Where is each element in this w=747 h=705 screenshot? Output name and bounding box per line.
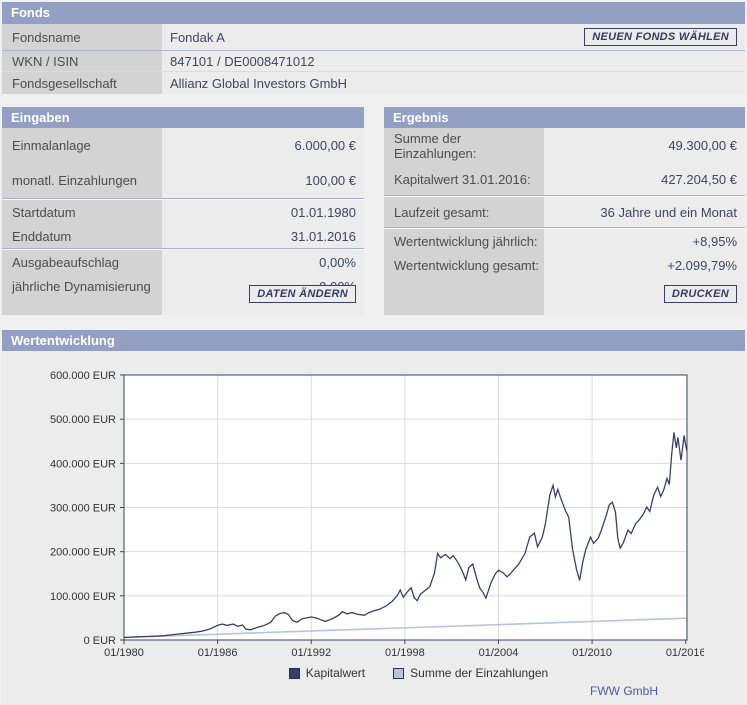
- table-row: Einmalanlage 6.000,00 €: [2, 128, 364, 163]
- row-value: +2.099,79%: [667, 257, 737, 273]
- eingaben-header: Eingaben: [2, 107, 364, 128]
- row-value: 49.300,00 €: [668, 138, 737, 153]
- y-axis-tick-label: 300.000 EUR: [50, 503, 116, 515]
- x-axis-tick-label: 01/1980: [104, 647, 144, 659]
- x-axis-tick-label: 01/2004: [479, 647, 519, 659]
- row-label: Kapitalwert 31.01.2016:: [394, 171, 531, 187]
- table-row: Fondsgesellschaft Allianz Global Investor…: [2, 72, 745, 94]
- legend-item-kapitalwert: Kapitalwert: [288, 666, 366, 680]
- wertentwicklung-section: Wertentwicklung 0 EUR 100.000 EUR 200.000 …: [2, 330, 745, 705]
- row-label: Einmalanlage: [12, 138, 91, 153]
- row-label: Fondsgesellschaft: [12, 75, 117, 91]
- row-label: Laufzeit gesamt:: [394, 204, 490, 220]
- row-value: 6.000,00 €: [294, 138, 356, 153]
- table-row: Enddatum 31.01.2016: [2, 224, 364, 248]
- row-value: 36 Jahre und ein Monat: [600, 204, 737, 220]
- y-axis-tick-label: 200.000 EUR: [50, 547, 116, 559]
- series-line-einzahlungen: [123, 617, 688, 639]
- series-line-kapitalwert: [123, 432, 688, 639]
- eingaben-section: Eingaben Einmalanlage 6.000,00 € monatl. E…: [2, 107, 364, 315]
- row-value: 0,00%: [319, 254, 356, 270]
- performance-line-chart: 0 EUR 100.000 EUR 200.000 EUR 300.000 EUR 40…: [50, 370, 704, 659]
- separator: [384, 195, 745, 197]
- einzahlungen-swatch-icon: [393, 667, 405, 679]
- row-label: WKN / ISIN: [12, 53, 79, 69]
- table-row: Wertentwicklung gesamt: +2.099,79%: [384, 253, 745, 277]
- separator: [2, 198, 364, 200]
- y-axis-tick-label: 0 EUR: [84, 635, 116, 647]
- x-axis-tick-label: 01/2010: [572, 647, 612, 659]
- ergebnis-table: Summe der Einzahlungen: 49.300,00 € Kapita…: [384, 128, 745, 315]
- row-value: Allianz Global Investors GmbH: [170, 75, 348, 91]
- neuen-fonds-waehlen-button[interactable]: NEUEN FONDS WÄHLEN: [584, 28, 737, 46]
- legend-item-einzahlungen: Summe der Einzahlungen: [393, 666, 548, 680]
- row-label: Wertentwicklung gesamt:: [394, 257, 539, 273]
- row-label: Enddatum: [12, 228, 72, 244]
- x-axis-tick-label: 01/1992: [291, 647, 331, 659]
- y-axis-tick-label: 600.000 EUR: [50, 370, 116, 382]
- chart-area: 0 EUR 100.000 EUR 200.000 EUR 300.000 EUR 40…: [2, 351, 745, 705]
- row-value: 847101 / DE0008471012: [170, 53, 315, 69]
- row-value: 01.01.1980: [290, 204, 356, 220]
- table-row: Laufzeit gesamt: 36 Jahre und ein Monat: [384, 197, 745, 227]
- row-label: Ausgabeaufschlag: [12, 254, 119, 270]
- daten-aendern-button[interactable]: DATEN ÄNDERN: [249, 285, 356, 303]
- wertentwicklung-header: Wertentwicklung: [2, 330, 745, 351]
- row-value: 31.01.2016: [290, 228, 356, 244]
- attribution-text: FWW GmbH: [590, 684, 658, 698]
- drucken-button[interactable]: DRUCKEN: [663, 285, 737, 303]
- eingaben-table: Einmalanlage 6.000,00 € monatl. Einzahlung…: [2, 128, 364, 315]
- separator: [384, 227, 745, 229]
- separator: [2, 248, 364, 250]
- x-axis-tick-label: 01/2016: [666, 647, 704, 659]
- row-value: Fondak A: [170, 29, 225, 45]
- x-axis-tick-label: 01/1998: [385, 647, 425, 659]
- x-axis-tick-label: 01/1986: [198, 647, 238, 659]
- table-row: WKN / ISIN 847101 / DE0008471012: [2, 51, 745, 72]
- ergebnis-section: Ergebnis Summe der Einzahlungen: 49.300,0…: [384, 107, 745, 315]
- row-label: Fondsname: [12, 29, 81, 45]
- row-label: Wertentwicklung jährlich:: [394, 233, 538, 249]
- table-row: Fondsname Fondak A: [2, 24, 745, 51]
- legend-label-einzahlungen: Summe der Einzahlungen: [410, 666, 549, 680]
- y-axis-tick-label: 400.000 EUR: [50, 458, 116, 470]
- legend-label-kapitalwert: Kapitalwert: [305, 666, 366, 680]
- table-row: monatl. Einzahlungen 100,00 €: [2, 163, 364, 198]
- table-row: Wertentwicklung jährlich: +8,95%: [384, 229, 745, 253]
- row-value: +8,95%: [692, 233, 737, 249]
- row-label: Startdatum: [12, 204, 76, 220]
- chart-legend: Kapitalwert Summe der Einzahlungen: [92, 666, 745, 680]
- y-axis-tick-label: 100.000 EUR: [50, 591, 116, 603]
- row-value: 100,00 €: [305, 173, 356, 188]
- kapitalwert-swatch-icon: [288, 667, 300, 679]
- y-axis-tick-label: 500.000 EUR: [50, 414, 116, 426]
- row-label: jährliche Dynamisierung: [12, 278, 151, 294]
- table-row: Startdatum 01.01.1980: [2, 200, 364, 224]
- row-value: 427.204,50 €: [661, 171, 737, 187]
- table-row: Ausgabeaufschlag 0,00%: [2, 250, 364, 274]
- row-label: monatl. Einzahlungen: [12, 173, 138, 188]
- fonds-section: Fonds Fondsname Fondak A WKN / ISIN 847101 …: [2, 2, 745, 94]
- table-row: Summe der Einzahlungen: 49.300,00 €: [384, 128, 745, 163]
- row-label: Summe der Einzahlungen:: [394, 130, 477, 161]
- ergebnis-header: Ergebnis: [384, 107, 745, 128]
- table-row: Kapitalwert 31.01.2016: 427.204,50 €: [384, 163, 745, 195]
- fonds-header: Fonds: [2, 2, 745, 24]
